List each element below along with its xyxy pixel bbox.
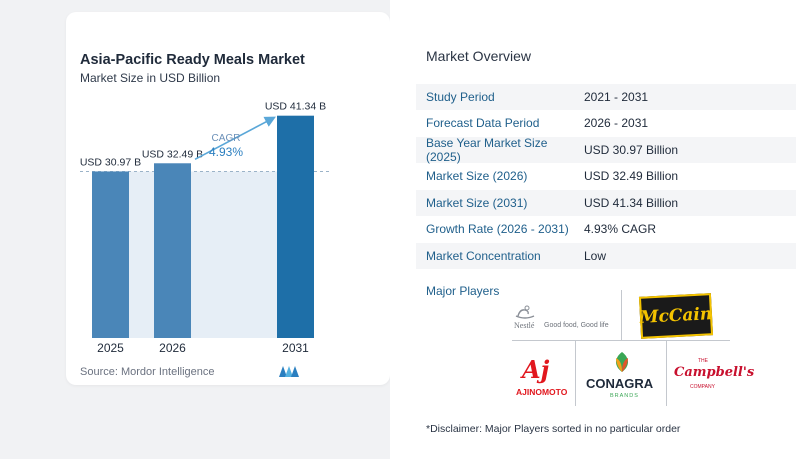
players-divider [666, 340, 667, 406]
mccain-logo: McCain [638, 293, 714, 339]
disclaimer: *Disclaimer: Major Players sorted in no … [426, 423, 681, 435]
ajinomoto-mark: Aj [522, 355, 550, 384]
row-label: Market Size (2031) [426, 195, 528, 210]
row-label: Market Size (2026) [426, 169, 528, 184]
players-divider [512, 340, 730, 341]
source-note: Source: Mordor Intelligence [80, 366, 215, 378]
major-players-title: Major Players [426, 284, 500, 298]
row-label: Forecast Data Period [426, 116, 540, 131]
row-label: Study Period [426, 89, 495, 104]
table-row: Growth Rate (2026 - 2031) 4.93% CAGR [416, 217, 796, 243]
overview-table: Study Period 2021 - 2031 Forecast Data P… [416, 84, 796, 270]
mccain-name: McCain [639, 304, 713, 328]
conagra-sub: BRANDS [610, 393, 639, 399]
ajinomoto-logo: Aj AJINOMOTO [512, 355, 574, 401]
row-label: Market Concentration [426, 248, 541, 263]
chart-title: Asia-Pacific Ready Meals Market [80, 52, 305, 68]
row-value: Low [584, 248, 607, 263]
row-label: Growth Rate (2026 - 2031) [426, 222, 569, 237]
row-value: 4.93% CAGR [584, 222, 657, 237]
players-divider [575, 340, 576, 406]
overview-title: Market Overview [426, 48, 532, 64]
conagra-logo: CONAGRA BRANDS [580, 350, 664, 404]
nest-bird-icon [515, 305, 535, 319]
row-value: USD 41.34 Billion [584, 195, 679, 210]
row-value: USD 32.49 Billion [584, 169, 679, 184]
overview-panel [390, 0, 800, 459]
row-label: Base Year Market Size (2025) [426, 135, 548, 164]
table-row: Study Period 2021 - 2031 [416, 84, 796, 111]
row-value: 2026 - 2031 [584, 116, 649, 131]
table-row: Forecast Data Period 2026 - 2031 [416, 111, 796, 137]
table-row: Market Size (2031) USD 41.34 Billion [416, 190, 796, 217]
ajinomoto-name: AJINOMOTO [516, 387, 568, 397]
table-row: Market Size (2026) USD 32.49 Billion [416, 164, 796, 190]
campbells-name: Campbell's [674, 365, 755, 380]
nestle-tagline: Good food, Good life [544, 322, 609, 329]
nestle-name: Nestlé [514, 321, 535, 330]
mordor-logo-icon [279, 366, 299, 377]
nestle-logo: Nestlé Good food, Good life [514, 304, 619, 334]
campbells-logo: THE Campbell's COMPANY [672, 358, 754, 402]
campbells-the: THE [698, 358, 708, 364]
row-value: USD 30.97 Billion [584, 142, 679, 157]
campbells-sub: COMPANY [690, 384, 715, 390]
players-divider [621, 290, 622, 340]
row-value: 2021 - 2031 [584, 89, 649, 104]
table-row: Base Year Market Size (2025) USD 30.97 B… [416, 135, 796, 164]
conagra-name: CONAGRA [586, 376, 654, 391]
conagra-leaf-icon [616, 352, 628, 372]
table-row: Market Concentration Low [416, 243, 796, 270]
chart-subtitle: Market Size in USD Billion [80, 71, 221, 85]
